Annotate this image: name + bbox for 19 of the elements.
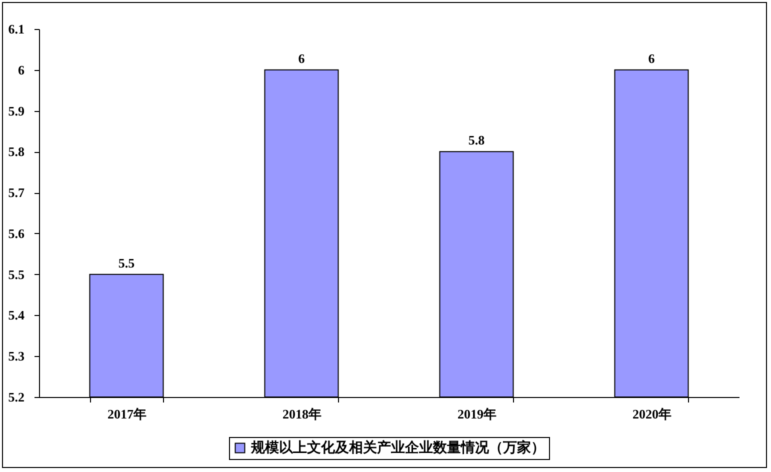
y-tick-label: 5.6 <box>8 226 25 241</box>
x-tick-label: 2017年 <box>108 406 146 422</box>
x-tick-label: 2018年 <box>282 406 322 422</box>
data-label: 5.5 <box>118 255 136 270</box>
data-label: 6 <box>298 50 306 66</box>
x-tick-label: 2019年 <box>458 406 496 422</box>
y-tick-label: 5.7 <box>8 185 25 200</box>
y-tick-label: 5.9 <box>8 103 25 118</box>
y-tick-label: 5.8 <box>8 144 25 160</box>
y-tick-label: 5.5 <box>8 266 25 282</box>
data-label: 5.8 <box>468 132 486 148</box>
y-tick-label: 6 <box>18 62 25 78</box>
x-tick-label: 2020年 <box>632 406 672 422</box>
data-label: 6 <box>648 50 656 66</box>
y-tick-label: 5.4 <box>8 308 25 323</box>
y-tick-label: 6.1 <box>8 22 24 36</box>
y-tick-label: 5.2 <box>8 390 24 404</box>
legend-label: 规模以上文化及相关产业企业数量情况（万家） <box>250 439 545 456</box>
y-tick-label: 5.3 <box>8 348 25 364</box>
